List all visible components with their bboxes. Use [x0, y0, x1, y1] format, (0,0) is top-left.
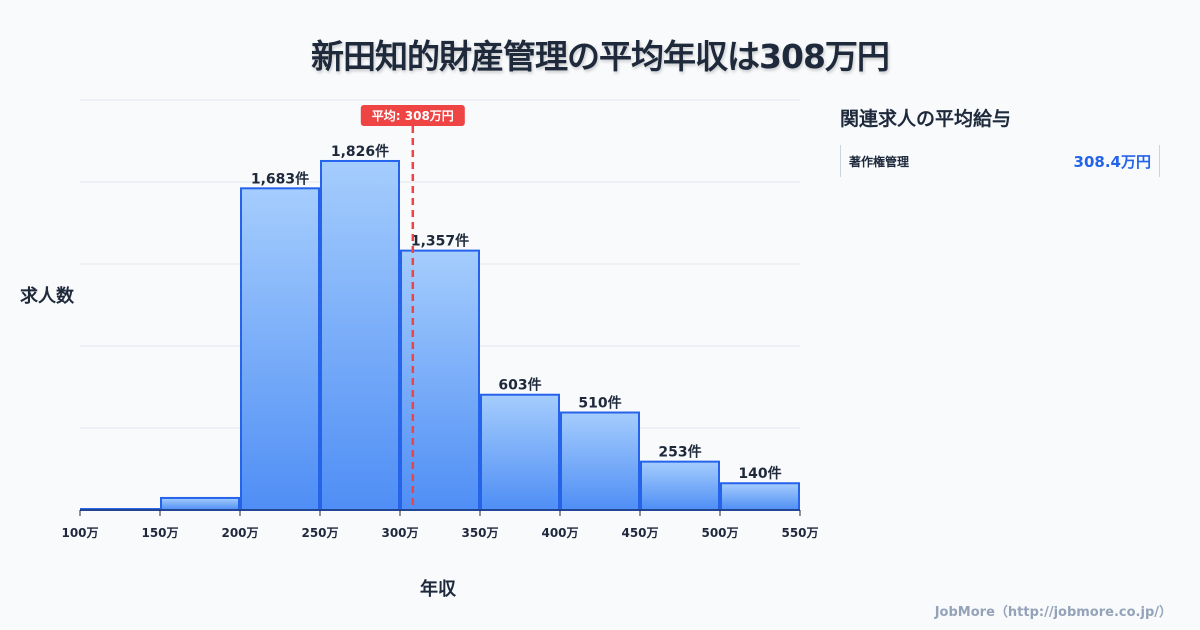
- x-tick-label: 300万: [381, 526, 418, 540]
- histogram-bar: [480, 393, 560, 512]
- x-tick-label: 350万: [461, 526, 498, 540]
- x-tick-label: 400万: [541, 526, 578, 540]
- related-job-name: 著作権管理: [849, 154, 910, 169]
- histogram-bar: [320, 159, 400, 511]
- histogram-bar: [640, 460, 720, 511]
- x-tick-label: 550万: [781, 526, 818, 540]
- mean-label-badge: [360, 105, 465, 126]
- histogram-bar: [720, 482, 800, 511]
- x-tick-label: 250万: [301, 526, 338, 540]
- bar-data-label: 510件: [578, 395, 621, 412]
- x-tick-label: 500万: [701, 526, 738, 540]
- bar-data-label: 253件: [658, 444, 701, 461]
- related-job-item[interactable]: 著作権管理 308.4万円: [840, 145, 1160, 177]
- histogram-bar: [160, 496, 240, 511]
- footer-credit: JobMore（http://jobmore.co.jp/）: [934, 605, 1172, 620]
- x-axis-label: 年収: [420, 579, 456, 600]
- bar-data-label: 603件: [498, 377, 541, 394]
- related-job-salary: 308.4万円: [1073, 152, 1151, 171]
- x-tick-label: 200万: [221, 526, 258, 540]
- bar-data-label: 1,826件: [331, 143, 389, 160]
- x-tick-label: 450万: [621, 526, 658, 540]
- bar-data-label: 1,683件: [251, 170, 309, 187]
- sidebar-title: 関連求人の平均給与: [840, 108, 1012, 130]
- histogram-bar: [560, 411, 640, 512]
- x-tick-label: 100万: [61, 526, 98, 540]
- bar-data-label: 140件: [738, 465, 781, 482]
- y-axis-label: 求人数: [20, 286, 74, 307]
- mean-label: 平均: 308万円: [372, 108, 454, 123]
- x-tick-label: 150万: [141, 526, 178, 540]
- bar-data-label: 1,357件: [411, 233, 469, 250]
- chart-title: 新田知的財産管理の平均年収は308万円: [311, 37, 890, 76]
- histogram-bar: [240, 187, 320, 512]
